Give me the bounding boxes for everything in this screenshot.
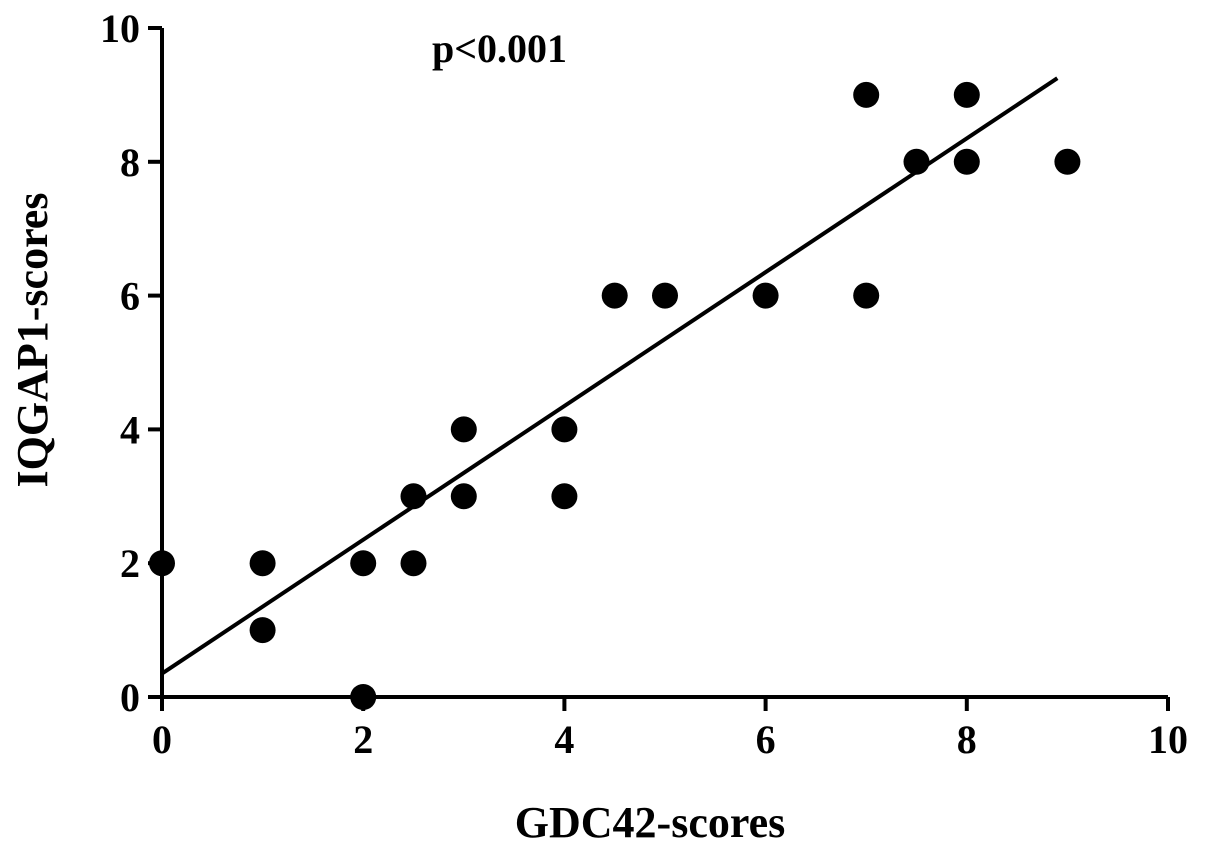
data-point [551,483,578,510]
data-point [149,550,175,577]
data-point [400,550,427,577]
x-tick-label: 10 [1148,717,1188,762]
data-point [249,617,276,644]
p-value-annotation: p<0.001 [432,26,567,71]
y-axis-title: IQGAP1-scores [8,193,57,488]
data-point [752,282,779,309]
x-axis-title: GDC42-scores [515,798,785,847]
data-points [149,81,1081,710]
x-tick-label: 6 [756,717,776,762]
data-point [350,684,377,710]
y-tick-label: 10 [100,6,140,51]
axes [160,28,1168,699]
regression-line [160,76,1059,676]
data-point [1054,148,1081,175]
data-point [400,483,427,510]
data-point [601,282,628,309]
y-tick-label: 6 [120,274,140,319]
data-point [953,81,980,108]
data-point [853,282,880,309]
x-tick-label: 4 [554,717,574,762]
x-tick-label: 2 [353,717,373,762]
regression-line-group [160,76,1059,676]
y-tick-label: 2 [120,541,140,586]
data-point [450,416,477,443]
data-point [853,81,880,108]
data-point [450,483,477,510]
data-point [903,148,930,175]
data-point [350,550,377,577]
x-tick-label: 8 [957,717,977,762]
y-tick-label: 4 [120,407,140,452]
ticks: 0 2 4 6 8 10 0 2 4 6 8 10 [100,6,1188,762]
y-tick-label: 0 [120,675,140,720]
data-point [551,416,578,443]
data-point [953,148,980,175]
data-point [652,282,678,309]
y-tick-label: 8 [120,140,140,185]
x-tick-label: 0 [152,717,172,762]
data-point [249,550,276,577]
